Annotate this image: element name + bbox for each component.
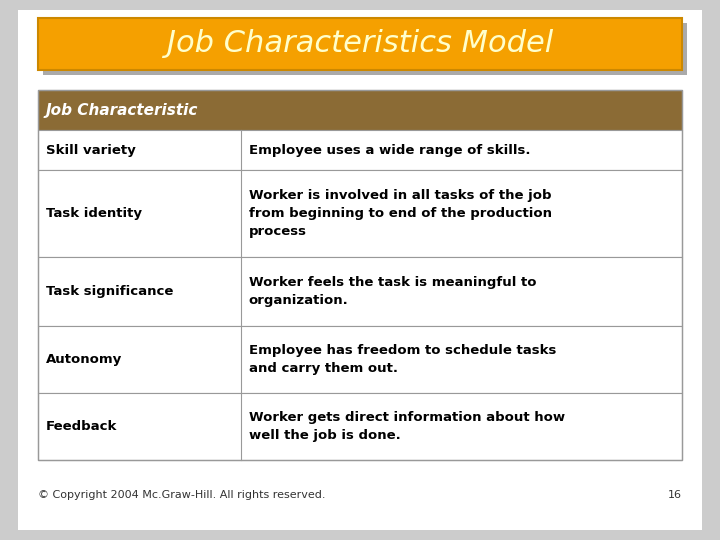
- Text: Task significance: Task significance: [46, 285, 174, 298]
- Text: Employee has freedom to schedule tasks
and carry them out.: Employee has freedom to schedule tasks a…: [249, 345, 557, 375]
- Bar: [38, 18, 682, 70]
- Text: Autonomy: Autonomy: [46, 353, 122, 366]
- Bar: [38, 90, 682, 130]
- Bar: [38, 170, 682, 257]
- Text: Worker is involved in all tasks of the job
from beginning to end of the producti: Worker is involved in all tasks of the j…: [249, 189, 552, 238]
- Bar: [43, 23, 687, 75]
- Bar: [38, 90, 682, 460]
- Bar: [38, 130, 682, 170]
- Text: © Copyright 2004 Mc.Graw-Hill. All rights reserved.: © Copyright 2004 Mc.Graw-Hill. All right…: [38, 490, 325, 500]
- Text: 16: 16: [668, 490, 682, 500]
- Text: Worker gets direct information about how
well the job is done.: Worker gets direct information about how…: [249, 411, 565, 442]
- Text: Employee uses a wide range of skills.: Employee uses a wide range of skills.: [249, 144, 531, 157]
- Text: Worker feels the task is meaningful to
organization.: Worker feels the task is meaningful to o…: [249, 276, 536, 307]
- Text: Skill variety: Skill variety: [46, 144, 136, 157]
- Text: Job Characteristic: Job Characteristic: [46, 103, 199, 118]
- Bar: [38, 326, 682, 393]
- Text: Feedback: Feedback: [46, 420, 117, 433]
- Bar: [38, 257, 682, 326]
- Bar: [38, 393, 682, 460]
- Text: Job Characteristics Model: Job Characteristics Model: [167, 30, 553, 58]
- Text: Task identity: Task identity: [46, 207, 142, 220]
